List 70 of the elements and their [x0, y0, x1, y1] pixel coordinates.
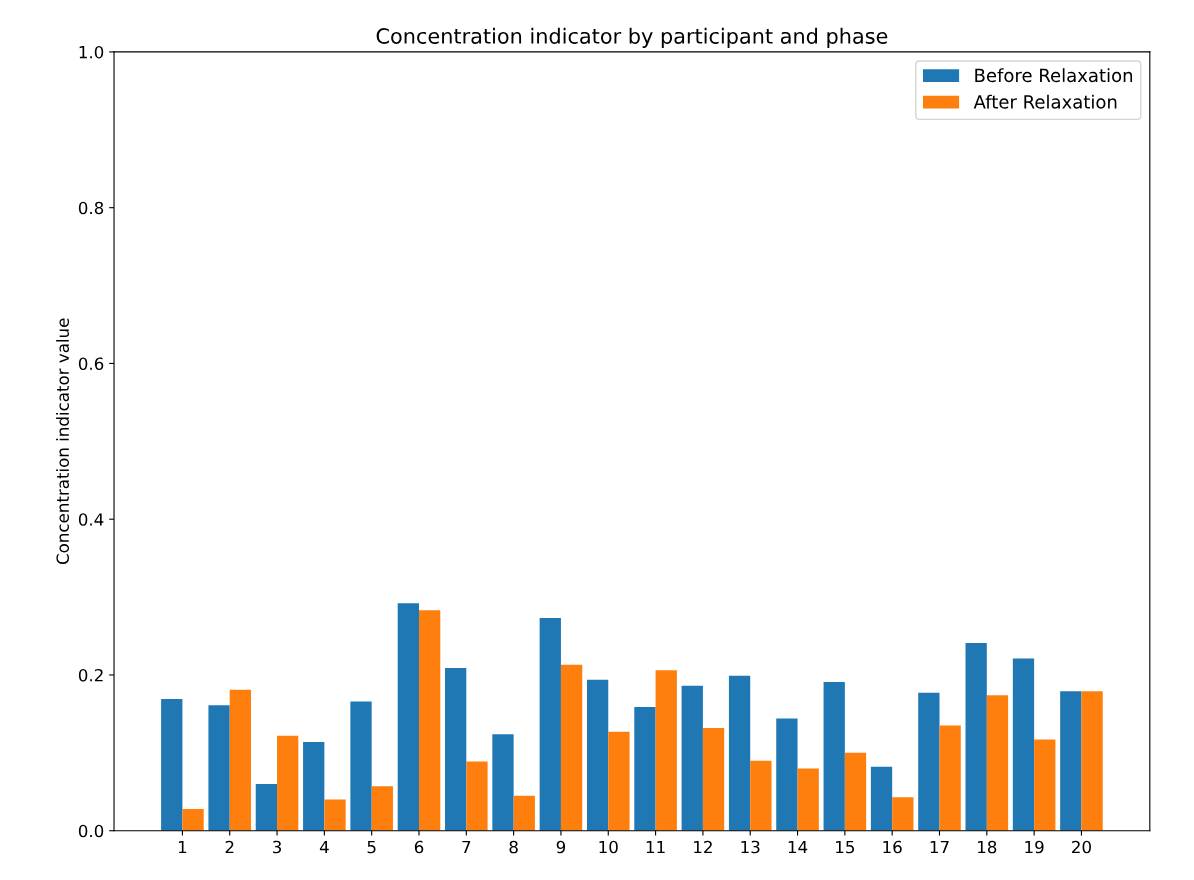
y-tick-label: 0.6 — [78, 357, 104, 371]
bar — [870, 766, 893, 831]
bar — [445, 667, 467, 831]
bar — [161, 699, 183, 831]
legend-label: Before Relaxation — [975, 68, 1133, 83]
bar — [208, 705, 230, 831]
bar — [797, 768, 819, 831]
bar — [303, 741, 325, 831]
x-tick-label: 11 — [646, 840, 665, 854]
bar — [844, 752, 867, 831]
x-tick-label: 6 — [414, 840, 424, 854]
x-tick-label: 19 — [1025, 840, 1044, 854]
bar — [466, 761, 488, 831]
bar — [750, 760, 772, 831]
y-tick-label: 0.0 — [78, 824, 104, 838]
bar — [634, 706, 656, 831]
bar — [608, 731, 630, 831]
y-axis-title: Concentration indicator value — [56, 318, 70, 565]
x-tick-label: 1 — [178, 840, 187, 854]
bar — [229, 689, 252, 831]
bar — [492, 734, 514, 831]
bar — [539, 618, 561, 831]
x-tick-label: 16 — [883, 840, 902, 854]
bar — [586, 679, 609, 831]
bar — [1081, 691, 1103, 831]
x-tick-label: 2 — [225, 840, 234, 854]
bar — [1034, 739, 1056, 831]
y-tick-label: 0.2 — [78, 668, 103, 682]
bar — [350, 701, 372, 831]
bar — [939, 725, 961, 831]
x-tick-label: 5 — [367, 840, 376, 854]
bar — [823, 681, 845, 831]
bar — [277, 735, 299, 831]
bar — [371, 786, 393, 831]
y-tick-label: 1.0 — [79, 45, 104, 59]
bar — [255, 783, 278, 831]
bar — [986, 695, 1009, 831]
bar — [918, 692, 940, 831]
bar — [324, 799, 346, 831]
x-tick-label: 8 — [509, 840, 518, 854]
x-tick-label: 4 — [319, 840, 329, 854]
x-tick-label: 15 — [836, 840, 854, 854]
bar — [892, 797, 914, 831]
bar — [1060, 691, 1082, 831]
x-tick-label: 13 — [741, 840, 760, 854]
bar — [513, 795, 535, 831]
bar — [681, 685, 703, 831]
bar — [965, 643, 987, 831]
x-tick-label: 10 — [599, 840, 618, 854]
x-tick-label: 17 — [930, 840, 949, 854]
bar — [418, 610, 441, 831]
x-tick-label: 14 — [788, 840, 808, 854]
bar — [776, 718, 798, 831]
x-tick-label: 12 — [694, 840, 712, 854]
x-tick-label: 9 — [556, 840, 566, 854]
chart-title: Concentration indicator by participant and phase — [376, 27, 888, 48]
bar — [1012, 658, 1035, 831]
bar — [728, 675, 751, 831]
bar — [655, 670, 677, 831]
bar — [702, 727, 725, 831]
bar — [560, 664, 583, 831]
bar — [397, 603, 419, 831]
x-tick-label: 3 — [273, 840, 281, 854]
x-tick-label: 7 — [462, 840, 471, 854]
x-tick-label: 18 — [978, 840, 997, 854]
x-tick-label: 20 — [1072, 840, 1091, 854]
y-tick-label: 0.8 — [78, 201, 104, 215]
legend-label: After Relaxation — [973, 94, 1117, 109]
y-tick-label: 0.4 — [78, 513, 104, 526]
bar — [182, 808, 204, 831]
